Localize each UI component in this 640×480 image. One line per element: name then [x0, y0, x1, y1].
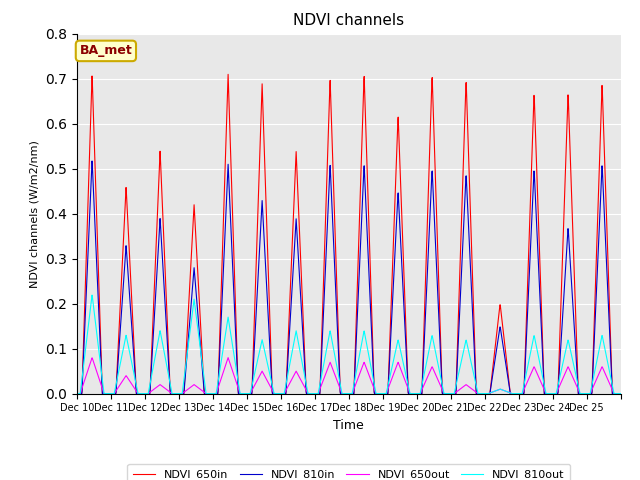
NDVI_650in [601, 169, 609, 175]
NDVI_810in [101, 391, 109, 396]
NDVI_650in [502, 348, 509, 353]
NDVI_650in [224, 72, 232, 77]
NDVI_810out [73, 391, 81, 396]
Line: NDVI_650out: NDVI_650out [77, 358, 621, 394]
NDVI_650in [73, 391, 81, 396]
Line: NDVI_650in: NDVI_650in [77, 74, 621, 394]
NDVI_810in [88, 158, 96, 164]
NDVI_650out [338, 390, 346, 396]
NDVI_810in [323, 227, 331, 233]
NDVI_650out [617, 391, 625, 396]
Line: NDVI_810out: NDVI_810out [77, 295, 621, 394]
NDVI_810out [338, 388, 346, 394]
NDVI_650in [338, 391, 346, 396]
NDVI_810in [601, 227, 609, 233]
NDVI_650out [602, 371, 609, 377]
Text: BA_met: BA_met [79, 44, 132, 58]
NDVI_650in [617, 391, 625, 396]
NDVI_810out [101, 391, 109, 396]
NDVI_810out [602, 348, 609, 354]
NDVI_810out [323, 343, 331, 349]
Line: NDVI_810in: NDVI_810in [77, 161, 621, 394]
NDVI_810out [88, 292, 96, 298]
NDVI_810out [617, 391, 625, 396]
NDVI_810in [502, 359, 509, 364]
Title: NDVI channels: NDVI channels [293, 13, 404, 28]
NDVI_650out [100, 391, 108, 396]
NDVI_650in [602, 177, 609, 183]
NDVI_650out [73, 391, 81, 396]
NDVI_810out [601, 347, 609, 352]
NDVI_810in [617, 391, 625, 396]
NDVI_810in [602, 233, 609, 239]
Y-axis label: NDVI channels (W/m2/nm): NDVI channels (W/m2/nm) [29, 140, 40, 288]
NDVI_810in [338, 391, 346, 396]
NDVI_650out [601, 371, 609, 376]
NDVI_650in [323, 167, 331, 172]
NDVI_650out [323, 367, 331, 373]
NDVI_650out [502, 388, 509, 394]
NDVI_810out [502, 388, 509, 394]
NDVI_650out [224, 355, 232, 360]
NDVI_650in [100, 391, 108, 396]
X-axis label: Time: Time [333, 419, 364, 432]
NDVI_810in [73, 391, 81, 396]
Legend: NDVI_650in, NDVI_810in, NDVI_650out, NDVI_810out: NDVI_650in, NDVI_810in, NDVI_650out, NDV… [127, 464, 570, 480]
